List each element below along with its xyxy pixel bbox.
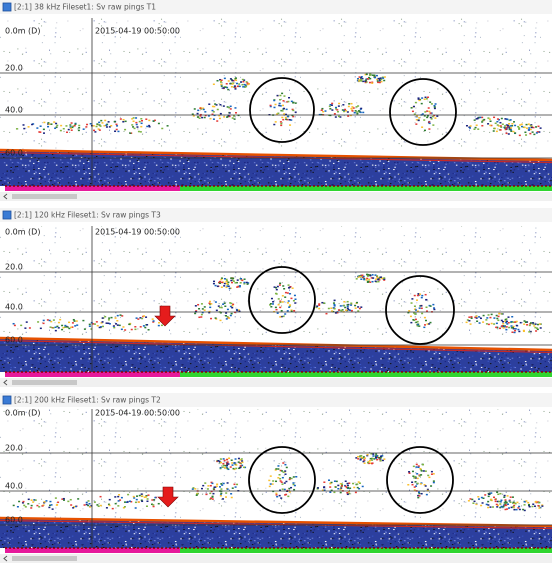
water-column-noise <box>0 409 552 518</box>
depth-label: 40.0 <box>5 106 23 115</box>
depth-label: 20.0 <box>5 444 23 453</box>
depth-label: 60.0 <box>5 516 23 525</box>
scroll-thumb <box>12 556 77 561</box>
depth-label: 40.0 <box>5 303 23 312</box>
panel-title: [2:1] 120 kHz Fileset1: Sv raw pings T3 <box>14 211 161 220</box>
timestamp: 2015-04-19 00:50:00 <box>95 27 180 36</box>
scrollbar <box>0 192 552 201</box>
panel-title: [2:1] 200 kHz Fileset1: Sv raw pings T2 <box>14 396 161 405</box>
depth-label: 60.0 <box>5 336 23 345</box>
scrollbar <box>0 554 552 563</box>
depth-label: 0.0m (D) <box>5 409 40 418</box>
echogram-panel: [2:1] 38 kHz Fileset1: Sv raw pings T1 0.… <box>0 0 552 201</box>
timestamp: 2015-04-19 00:50:00 <box>95 228 180 237</box>
scrollbar <box>0 378 552 387</box>
echogram-screen: [2:1] 38 kHz Fileset1: Sv raw pings T1 0.… <box>0 0 552 570</box>
depth-label: 20.0 <box>5 64 23 73</box>
echogram-panel: [2:1] 200 kHz Fileset1: Sv raw pings T2 0… <box>0 393 552 563</box>
depth-label: 20.0 <box>5 263 23 272</box>
water-column-noise <box>0 18 552 150</box>
scroll-thumb <box>12 380 77 385</box>
window-icon <box>3 3 11 11</box>
depth-label: 60.0 <box>5 149 23 158</box>
window-icon <box>3 211 11 219</box>
depth-label: 0.0m (D) <box>5 228 40 237</box>
depth-label: 40.0 <box>5 482 23 491</box>
window-icon <box>3 396 11 404</box>
echogram-panel: [2:1] 120 kHz Fileset1: Sv raw pings T3 0… <box>0 208 552 387</box>
panel-title: [2:1] 38 kHz Fileset1: Sv raw pings T1 <box>14 3 156 12</box>
depth-label: 0.0m (D) <box>5 27 40 36</box>
scroll-thumb <box>12 194 77 199</box>
timestamp: 2015-04-19 00:50:00 <box>95 409 180 418</box>
